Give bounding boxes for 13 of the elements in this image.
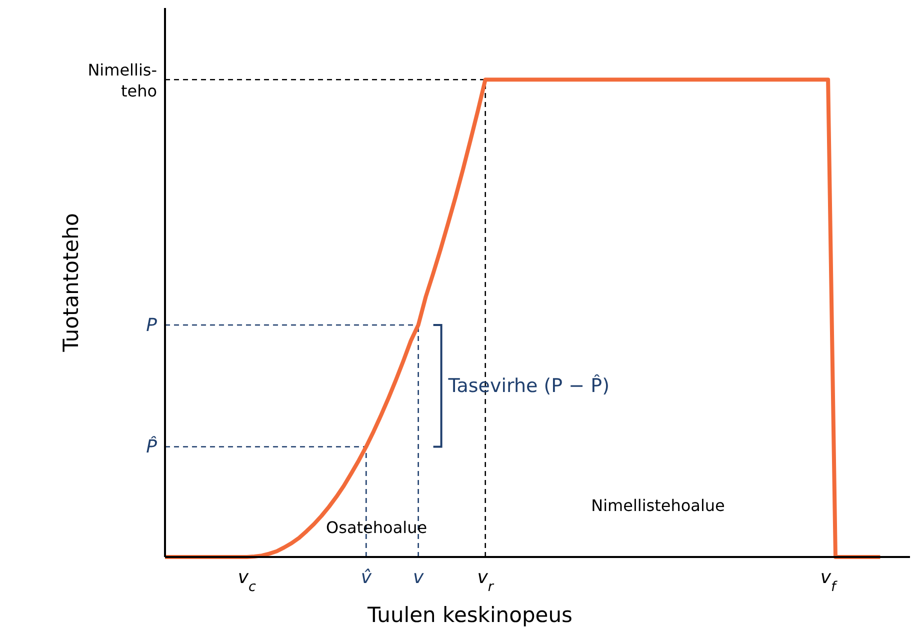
x-tick-label: v̂ xyxy=(360,567,372,588)
annotation: Nimellistehoalue xyxy=(591,496,725,515)
annotation: Osatehoalue xyxy=(326,518,428,537)
ref-line-label: P xyxy=(146,314,158,336)
x-axis-title: Tuulen keskinopeus xyxy=(366,603,572,627)
x-tick-label: v$_{r}$ xyxy=(477,567,495,595)
annotation: Tasevirhe (P − P̂) xyxy=(447,373,610,397)
ref-line-label: P̂ xyxy=(146,435,158,458)
y-axis-title: Tuotantoteho xyxy=(59,213,83,353)
x-tick-label: v$_{c}$ xyxy=(238,567,257,595)
ref-line-label: Nimellis- teho xyxy=(88,60,157,101)
x-tick-label: v xyxy=(412,567,424,588)
x-tick-label: v$_{f}$ xyxy=(820,567,838,595)
